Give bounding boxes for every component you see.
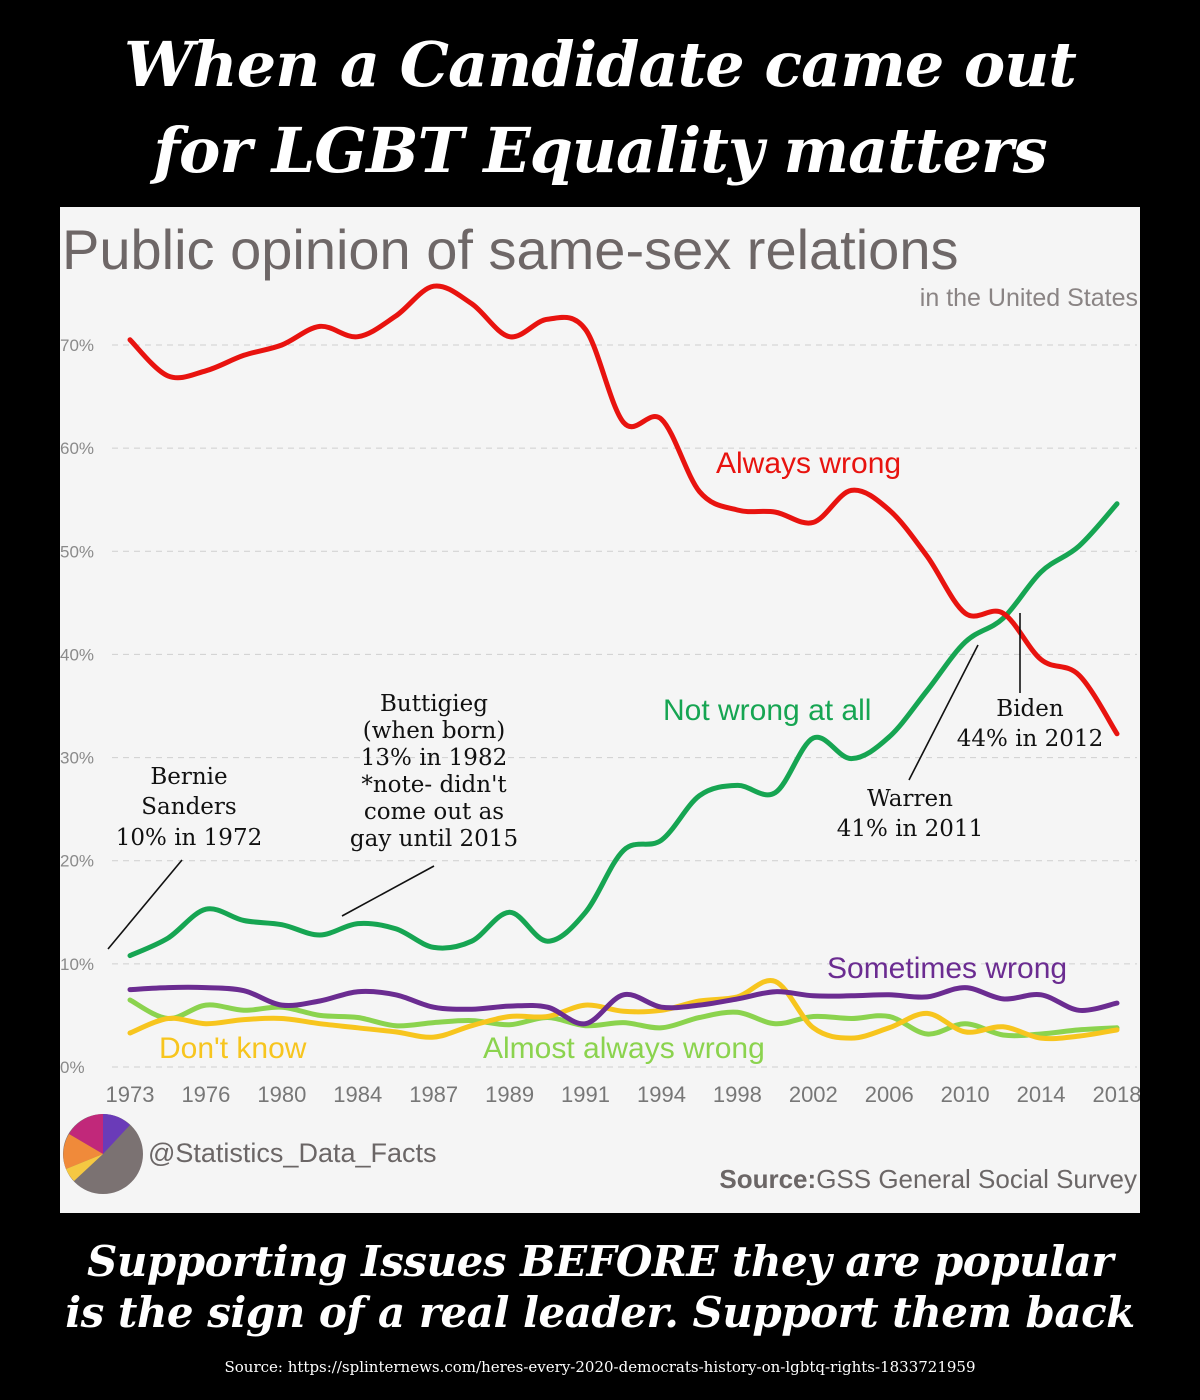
source-credit-text: GSS General Social Survey (816, 1164, 1137, 1194)
x-tick-label: 1994 (637, 1082, 686, 1107)
x-tick-label: 2006 (865, 1082, 914, 1107)
annotation-warren: Warren 41% in 2011 (837, 644, 983, 842)
series-line-don-t-know (127, 977, 1120, 1042)
source-credit: Source:GSS General Social Survey (719, 1164, 1137, 1194)
x-tick-label: 2002 (789, 1082, 838, 1107)
annotation-bernie-line-1: Bernie (150, 764, 227, 790)
annotation-biden-line-1: Biden (996, 696, 1064, 722)
annotation-warren-line-1: Warren (867, 786, 953, 812)
annotation-bernie: Bernie Sanders 10% in 1972 (107, 764, 262, 950)
annotation-buttigieg-line-4: *note- didn't (361, 772, 507, 798)
x-tick-label: 1987 (409, 1082, 458, 1107)
annotation-buttigieg-pointer (341, 865, 435, 917)
x-tick-label: 1980 (257, 1082, 306, 1107)
chart-title: Public opinion of same-sex relations (62, 218, 958, 281)
annotation-biden: Biden 44% in 2012 (957, 613, 1103, 752)
y-tick-label: 50% (60, 542, 94, 561)
series-label-almost-always-wrong: Almost always wrong (483, 1032, 765, 1065)
y-tick-label: 60% (60, 439, 94, 458)
annotation-buttigieg-line-2: (when born) (363, 718, 506, 744)
y-tick-label: 70% (60, 336, 94, 355)
chart-panel: Public opinion of same-sex relations in … (60, 207, 1140, 1213)
annotation-buttigieg-line-1: Buttigieg (380, 691, 488, 717)
series-label-sometimes-wrong: Sometimes wrong (827, 952, 1067, 985)
series-label-not-wrong-at-all: Not wrong at all (663, 694, 871, 727)
annotation-buttigieg-line-3: 13% in 1982 (361, 745, 507, 771)
y-tick-label: 0% (60, 1058, 85, 1077)
annotation-bernie-line-2: Sanders (141, 794, 236, 820)
annotation-bernie-pointer (107, 859, 183, 950)
y-tick-label: 30% (60, 749, 94, 768)
x-tick-label: 2010 (941, 1082, 990, 1107)
social-handle: @Statistics_Data_Facts (148, 1138, 437, 1168)
headline-line-2: for LGBT Equality matters (153, 114, 1047, 187)
x-tick-label: 1984 (333, 1082, 382, 1107)
series-label-don-t-know: Don't know (159, 1032, 307, 1065)
series-line-sometimes-wrong (127, 984, 1120, 1027)
annotation-buttigieg: Buttigieg (when born) 13% in 1982 *note-… (341, 691, 518, 917)
annotation-buttigieg-line-5: come out as (364, 799, 504, 825)
series-label-always-wrong: Always wrong (716, 447, 901, 480)
x-tick-label: 1973 (106, 1082, 155, 1107)
line-chart: Public opinion of same-sex relations in … (60, 218, 1140, 1194)
x-tick-label: 1976 (181, 1082, 230, 1107)
chart-subtitle: in the United States (920, 284, 1138, 312)
annotation-warren-line-2: 41% in 2011 (837, 816, 983, 842)
annotation-bernie-line-3: 10% in 1972 (116, 825, 262, 851)
x-tick-label: 1989 (485, 1082, 534, 1107)
source-url: Source: https://splinternews.com/heres-e… (224, 1358, 976, 1376)
x-tick-label: 2018 (1093, 1082, 1140, 1107)
statistics-logo-icon (63, 1114, 143, 1194)
annotation-biden-line-2: 44% in 2012 (957, 726, 1103, 752)
headline-line-1: When a Candidate came out (124, 28, 1077, 101)
source-credit-label: Source: (719, 1164, 816, 1194)
x-tick-label: 2014 (1017, 1082, 1066, 1107)
footer-line-2: is the sign of a real leader. Support th… (65, 1288, 1135, 1337)
annotation-buttigieg-line-6: gay until 2015 (350, 826, 518, 852)
y-tick-label: 20% (60, 852, 94, 871)
y-tick-label: 10% (60, 955, 94, 974)
x-tick-label: 1998 (713, 1082, 762, 1107)
annotation-warren-pointer (908, 644, 979, 781)
x-tick-label: 1991 (561, 1082, 610, 1107)
y-tick-label: 40% (60, 645, 94, 664)
series-line-not-wrong-at-all (127, 501, 1120, 959)
series-line-always-wrong (127, 283, 1120, 737)
footer-line-1: Supporting Issues BEFORE they are popula… (87, 1237, 1114, 1286)
